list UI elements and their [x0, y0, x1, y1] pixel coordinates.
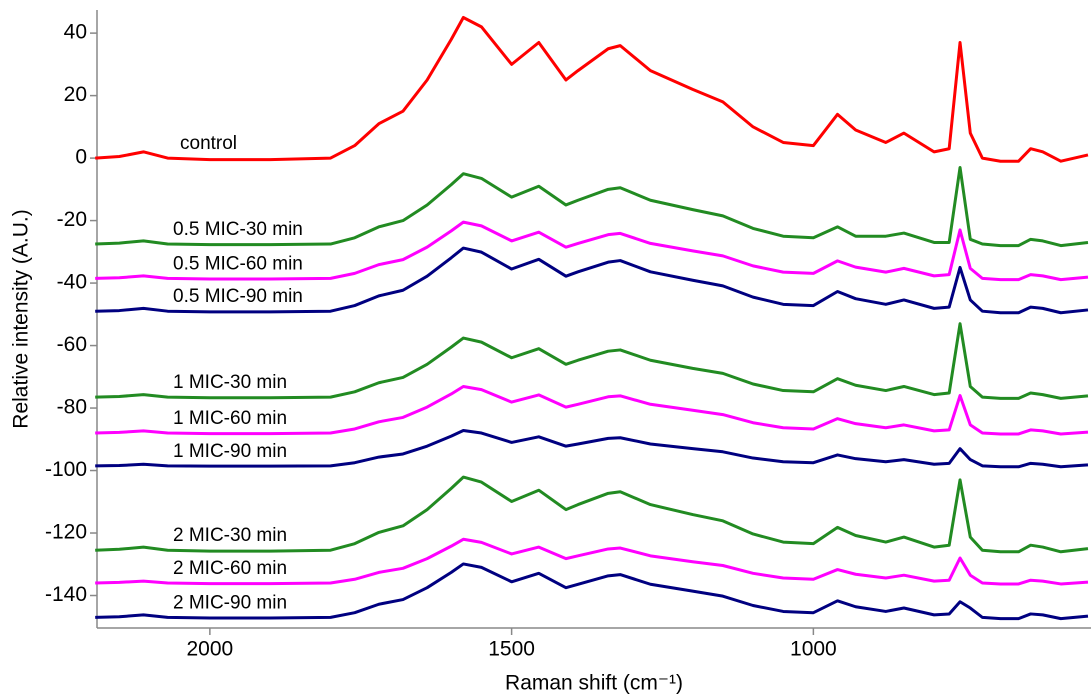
series-label: 2 MIC-30 min	[173, 525, 287, 546]
spectrum-line	[95, 475, 1089, 554]
y-tick-label: -120	[45, 521, 87, 544]
series-label: 0.5 MIC-90 min	[173, 286, 303, 307]
spectrum-line	[95, 537, 1089, 586]
series-label: 2 MIC-60 min	[173, 558, 287, 579]
y-tick-label: 0	[75, 146, 87, 169]
series-label: 1 MIC-60 min	[173, 408, 287, 429]
series-label: 0.5 MIC-60 min	[173, 253, 303, 274]
y-tick-label: -140	[45, 583, 87, 606]
x-axis-title: Raman shift (cm⁻¹)	[505, 672, 683, 695]
spectrum-line	[95, 562, 1089, 621]
y-tick-label: -60	[57, 333, 87, 356]
spectrum-line	[95, 246, 1089, 315]
x-tick-label: 1000	[790, 638, 837, 661]
y-axis-title: Relative intensity (A.U.)	[10, 209, 33, 428]
y-tick-label: -40	[57, 271, 87, 294]
x-tick-label: 1500	[488, 638, 535, 661]
series-label: control	[180, 133, 237, 154]
spectrum-line	[95, 384, 1089, 436]
series-label: 0.5 MIC-30 min	[173, 219, 303, 240]
x-tick-label: 2000	[186, 638, 233, 661]
spectrum-line	[95, 429, 1089, 469]
spectrum-line	[95, 220, 1089, 282]
y-tick-label: -80	[57, 396, 87, 419]
spectrum-line	[95, 165, 1089, 248]
y-tick-label: -20	[57, 208, 87, 231]
series-label: 1 MIC-30 min	[173, 372, 287, 393]
y-tick-label: 20	[64, 83, 87, 106]
spectrum-line	[95, 322, 1089, 400]
y-tick-label: -100	[45, 458, 87, 481]
y-tick-label: 40	[64, 21, 87, 44]
spectrum-line	[95, 15, 1089, 163]
series-label: 1 MIC-90 min	[173, 441, 287, 462]
series-label: 2 MIC-90 min	[173, 592, 287, 613]
